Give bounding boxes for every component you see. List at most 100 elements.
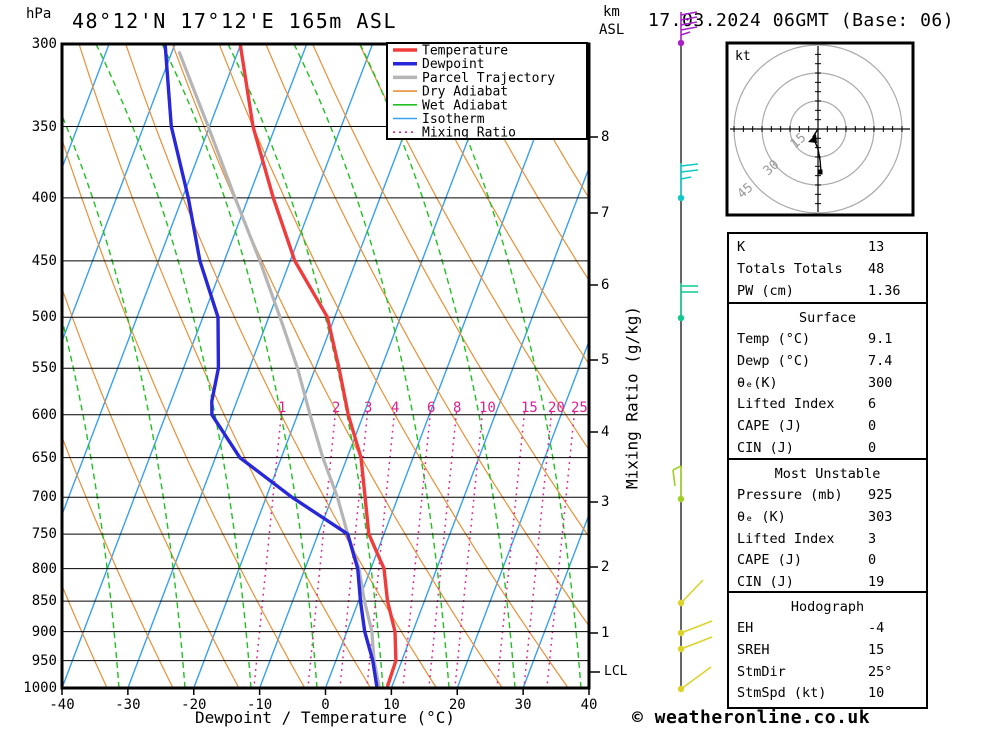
pressure-tick-label: 500 [31, 309, 57, 326]
table-row-label: StmSpd (kt) [737, 685, 827, 702]
hodograph-trace [812, 128, 822, 173]
plot-frame [60, 42, 600, 695]
table-row: StmSpd (kt) 10 [729, 683, 926, 705]
valid-datetime: 17.03.2024 06GMT (Base: 06) [648, 10, 955, 31]
table-row: CIN (J) 19 [729, 572, 926, 594]
table-row: Lifted Index 3 [729, 529, 926, 551]
km-tick-label: 8 [601, 129, 610, 145]
parcel-trajectory-curve [177, 51, 382, 688]
hodograph-unit-label: kt [735, 49, 751, 64]
temperature-curve [238, 44, 398, 687]
pressure-tick-label: 950 [31, 652, 57, 669]
hodograph-border [725, 41, 915, 217]
table-row-label: θₑ (K) [737, 508, 786, 525]
wind-barb-stroke [680, 579, 704, 604]
pressure-tick-label: 750 [31, 526, 57, 543]
wet-adiabat-line [62, 317, 120, 688]
wind-barb-stroke [672, 469, 676, 487]
wind-barb [677, 283, 698, 322]
legend-label: Wet Adiabat [422, 98, 508, 113]
hodograph-trace-end-dot [817, 169, 823, 175]
km-tick-label: 4 [601, 424, 610, 440]
isotherm-line [62, 44, 176, 344]
wind-barb-stroke [680, 176, 692, 180]
mixing-ratio-line [366, 411, 396, 688]
pressure-tick-label: 600 [31, 406, 57, 423]
table-row-value: 0 [868, 418, 877, 435]
table-row-value: 25° [868, 663, 893, 680]
table-row-value: 10 [868, 685, 885, 702]
isotherm-line [62, 44, 110, 170]
table-row-label: Pressure (mb) [737, 487, 843, 503]
legend-box [386, 42, 588, 140]
table-row-value: 925 [868, 487, 893, 503]
table-row: CAPE (J) 0 [729, 416, 926, 438]
table-row-label: Dewp (°C) [737, 352, 811, 369]
legend-label: Isotherm [422, 112, 485, 127]
wet-adiabat-line [293, 44, 450, 688]
mixing-ratio-value-label: 4 [391, 400, 399, 416]
mixing-ratio-value-label: 10 [479, 400, 496, 416]
wet-adiabat-line [95, 44, 252, 688]
pressure-tick-label: 450 [31, 252, 57, 269]
km-tick-label: 1 [601, 625, 610, 641]
isotherm-line [522, 512, 589, 688]
isotherm-line [62, 44, 308, 688]
pressure-tick-label: 300 [31, 36, 57, 52]
km-tick-label: 3 [601, 494, 610, 510]
pressure-tick-label: 400 [31, 189, 57, 206]
mixing-ratio-value-label: 8 [453, 400, 461, 416]
wind-barb [672, 465, 685, 503]
table-row-label: EH [737, 620, 754, 636]
pressure-tick-label: 350 [31, 118, 57, 135]
table-row-value: 9.1 [868, 331, 893, 347]
table-row-value: 0 [868, 552, 877, 569]
table-row: Lifted Index 6 [729, 394, 926, 416]
table-row-value: 0 [868, 439, 877, 456]
table-row-value: 48 [868, 260, 885, 277]
mixing-ratio-value-label: 2 [332, 400, 340, 416]
table-row-label: PW (cm) [737, 282, 794, 299]
table-row: θₑ(K) 300 [729, 373, 926, 395]
table-row-label: StmDir [737, 663, 786, 680]
mixing-ratio-value-label: 1 [278, 400, 286, 416]
x-tick-label: 10 [382, 697, 400, 713]
table-row-label: K [737, 239, 746, 255]
x-tick-label: -20 [181, 697, 207, 713]
dry-adiabat-line [405, 44, 589, 366]
wind-barb-stroke [680, 11, 698, 16]
table-title: Surface [799, 310, 856, 326]
x-axis-title: Dewpoint / Temperature (°C) [194, 708, 456, 727]
table-title: Hodograph [790, 599, 865, 615]
wind-barb [677, 636, 713, 653]
wind-barb-stroke [680, 21, 698, 26]
mixing-ratio-value-label: 20 [548, 400, 565, 416]
table-row: CIN (J) 0 [729, 438, 926, 460]
table-row: Totals Totals 48 [729, 259, 926, 281]
table-row-value: 19 [868, 574, 885, 591]
table-row: Pressure (mb) 925 [729, 485, 926, 507]
pressure-tick-label: 650 [31, 449, 57, 466]
table-row: PW (cm) 1.36 [729, 281, 926, 303]
wind-barb [677, 666, 712, 693]
wind-barb-column [672, 11, 713, 693]
isotherm-lines [62, 44, 589, 688]
table-row-label: Temp (°C) [737, 331, 811, 347]
mixing-ratio-line [307, 411, 337, 688]
table-row-label: Lifted Index [737, 396, 835, 413]
hodograph-trace-arrowhead [808, 134, 817, 143]
wind-barb [677, 579, 704, 607]
lcl-marker-label: LCL [604, 664, 628, 679]
km-tick-label: 2 [601, 559, 610, 575]
wind-barb-stroke [680, 169, 699, 173]
km-tick-label: 5 [601, 352, 610, 368]
sounding-curves [163, 44, 398, 688]
table-row-value: 6 [868, 396, 877, 413]
table-row-value: 7.4 [868, 352, 893, 369]
isotherm-line [324, 44, 571, 688]
pressure-tick-label: 700 [31, 489, 57, 506]
x-tick-label: 30 [514, 697, 532, 713]
pressure-tick-label: 900 [31, 623, 57, 640]
table-row: K 13 [729, 237, 926, 259]
